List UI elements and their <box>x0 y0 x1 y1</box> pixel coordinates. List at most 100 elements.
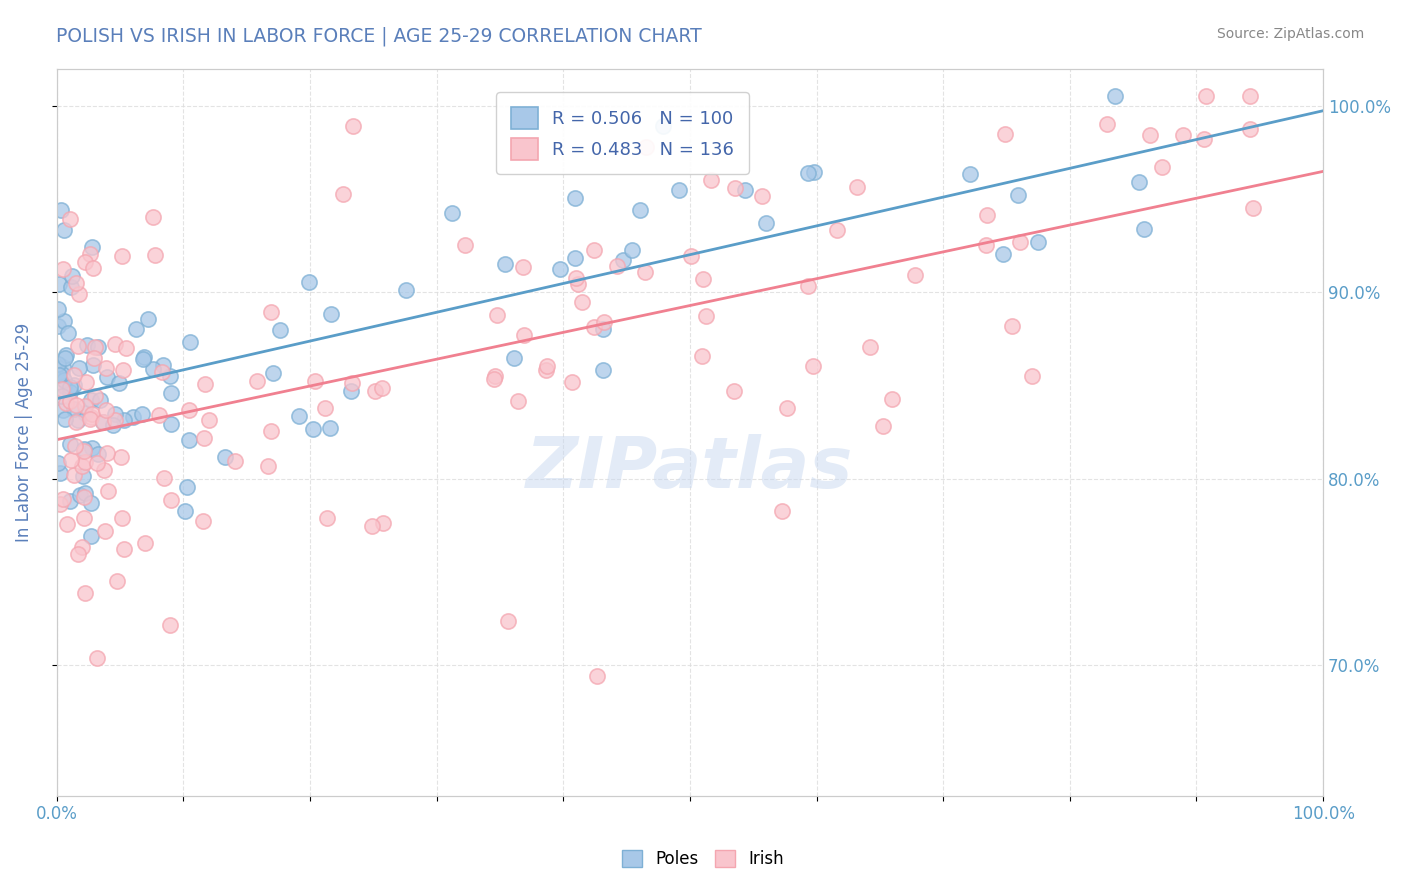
Point <box>160 385 183 400</box>
Point <box>176 480 198 494</box>
Point <box>63 401 86 416</box>
Point <box>1195 89 1218 103</box>
Point <box>257 459 280 474</box>
Point <box>52 359 75 374</box>
Point <box>114 413 136 427</box>
Point <box>66 547 89 561</box>
Point <box>46 319 69 334</box>
Point <box>134 536 156 550</box>
Point <box>80 408 103 422</box>
Point <box>797 279 820 293</box>
Point <box>485 309 508 323</box>
Point <box>52 492 75 507</box>
Point <box>332 186 354 201</box>
Point <box>143 248 166 262</box>
Point <box>75 454 97 468</box>
Point <box>152 358 174 372</box>
Point <box>342 119 364 133</box>
Point <box>1021 368 1043 383</box>
Point <box>79 246 101 260</box>
Point <box>1104 89 1126 103</box>
Point <box>260 305 283 319</box>
Point <box>160 417 183 431</box>
Point <box>108 376 131 391</box>
Point <box>872 418 894 433</box>
Point <box>67 360 90 375</box>
Point <box>319 308 342 322</box>
Point <box>59 380 82 394</box>
Point <box>96 403 118 417</box>
Point <box>316 511 339 525</box>
Point <box>454 238 477 252</box>
Point <box>114 541 136 556</box>
Point <box>1241 201 1264 215</box>
Point <box>110 511 132 525</box>
Point <box>859 340 882 354</box>
Point <box>82 358 104 372</box>
Point <box>994 127 1017 141</box>
Point <box>700 173 723 187</box>
Point <box>592 322 614 336</box>
Point <box>1095 117 1118 131</box>
Point <box>72 469 94 483</box>
Point <box>73 444 96 458</box>
Point <box>49 203 72 218</box>
Point <box>1192 131 1215 145</box>
Point <box>73 486 96 500</box>
Point <box>73 442 96 456</box>
Point <box>59 437 82 451</box>
Point <box>585 669 607 683</box>
Point <box>534 363 557 377</box>
Point <box>974 237 997 252</box>
Point <box>73 586 96 600</box>
Point <box>93 463 115 477</box>
Point <box>776 401 799 415</box>
Point <box>148 408 170 422</box>
Point <box>55 348 77 362</box>
Point <box>571 295 593 310</box>
Point <box>668 183 690 197</box>
Point <box>96 446 118 460</box>
Point <box>364 384 387 398</box>
Point <box>1133 222 1156 236</box>
Point <box>67 287 90 301</box>
Point <box>361 518 384 533</box>
Point <box>723 384 745 399</box>
Point <box>177 402 200 417</box>
Point <box>70 458 93 473</box>
Point <box>628 202 651 217</box>
Point <box>82 261 104 276</box>
Point <box>105 574 128 588</box>
Point <box>484 369 506 384</box>
Point <box>111 363 134 377</box>
Point <box>51 382 73 396</box>
Point <box>84 389 107 403</box>
Text: POLISH VS IRISH IN LABOR FORCE | AGE 25-29 CORRELATION CHART: POLISH VS IRISH IN LABOR FORCE | AGE 25-… <box>56 27 702 46</box>
Point <box>59 394 82 409</box>
Point <box>82 239 104 253</box>
Point <box>198 412 221 426</box>
Point <box>80 441 103 455</box>
Point <box>214 450 236 465</box>
Point <box>734 183 756 197</box>
Point <box>513 327 536 342</box>
Point <box>48 497 70 511</box>
Point <box>1139 128 1161 143</box>
Point <box>993 246 1015 260</box>
Point <box>96 370 118 384</box>
Point <box>582 243 605 257</box>
Point <box>48 368 70 383</box>
Point <box>103 412 125 426</box>
Point <box>76 337 98 351</box>
Point <box>340 376 363 390</box>
Point <box>65 276 87 290</box>
Point <box>87 340 110 354</box>
Point <box>825 223 848 237</box>
Point <box>93 415 115 429</box>
Point <box>51 389 73 403</box>
Point <box>173 503 195 517</box>
Point <box>724 181 747 195</box>
Point <box>681 249 703 263</box>
Point <box>770 504 793 518</box>
Point <box>304 375 326 389</box>
